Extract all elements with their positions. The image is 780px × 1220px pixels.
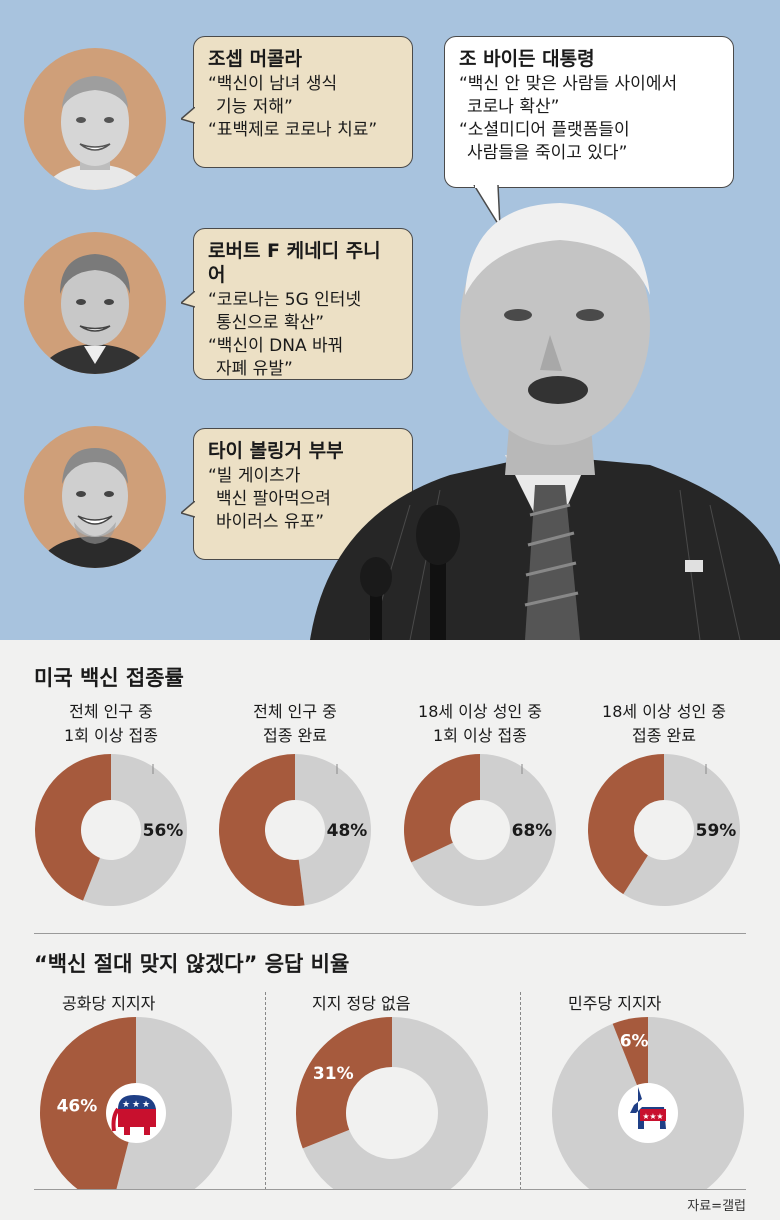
- party-label-independent: 지지 정당 없음: [312, 994, 411, 1013]
- bottom-divider: [34, 1189, 746, 1190]
- donut-segment-remainder: [116, 1017, 232, 1190]
- donut-segment-remainder: [404, 754, 480, 863]
- section-divider: [34, 933, 746, 934]
- svg-text:★: ★: [142, 1100, 150, 1110]
- portrait-robert-kennedy: [24, 232, 166, 374]
- quote-line: “표백제로 코로나 치료”: [208, 120, 378, 140]
- donut-segment-value: [40, 1017, 136, 1190]
- quote-line: “빌 게이츠가: [208, 466, 301, 486]
- label-line: 18세 이상 성인 중: [602, 702, 726, 721]
- democrat-donkey-icon: ★ ★ ★: [630, 1087, 666, 1129]
- donut-segment-remainder: [35, 754, 111, 901]
- quote-line: 자폐 유발”: [216, 359, 293, 379]
- quote-line: “코로나는 5G 인터넷: [208, 290, 362, 310]
- svg-text:★: ★: [649, 1112, 656, 1121]
- refusal-title: “백신 절대 맞지 않겠다” 응답 비율: [34, 952, 350, 976]
- illustration-panel: 조셉 머콜라 “백신이 남녀 생식 기능 저해” “표백제로 코로나 치료” 로…: [0, 0, 780, 640]
- vaccination-label: 18세 이상 성인 중 접종 완료: [574, 700, 754, 748]
- refusal-donut-charts: 46%31%6%★ ★ ★★ ★ ★: [40, 1017, 744, 1190]
- vaccination-donut-charts: 56% 48% 68% 59%: [35, 754, 741, 906]
- donut-segment-remainder: [218, 754, 305, 906]
- donut-value-label: 68%: [512, 821, 553, 841]
- donut-segment-value: [296, 1017, 392, 1149]
- quote-line: “백신이 DNA 바꿔: [208, 336, 344, 356]
- vaccination-title: 미국 백신 접종률: [34, 666, 184, 690]
- quote-line: 사람들을 죽이고 있다”: [467, 143, 628, 163]
- donut-value-label: 6%: [620, 1031, 649, 1051]
- source-note: 자료=갤럽: [687, 1199, 746, 1214]
- republican-elephant-icon: ★ ★ ★: [111, 1095, 156, 1135]
- label-line: 전체 인구 중: [69, 702, 153, 721]
- quote-bubble-biden: 조 바이든 대통령 “백신 안 맞은 사람들 사이에서 코로나 확산” “소셜미…: [444, 36, 734, 188]
- quote-line: 바이러스 유포”: [216, 512, 325, 532]
- svg-text:★: ★: [642, 1112, 649, 1121]
- column-divider: [520, 992, 521, 1190]
- svg-text:★: ★: [122, 1100, 130, 1110]
- vaccination-label: 전체 인구 중 1회 이상 접종: [21, 700, 201, 748]
- quote-line: “백신이 남녀 생식: [208, 74, 338, 94]
- donut-segment-value: [295, 754, 371, 906]
- donut-segment-remainder: [302, 1017, 488, 1190]
- donut-segment-remainder: [552, 1017, 744, 1190]
- label-line: 전체 인구 중: [253, 702, 337, 721]
- label-line: 접종 완료: [632, 726, 696, 745]
- quote-line: 백신 팔아먹으려: [216, 489, 331, 509]
- party-label-democrat: 민주당 지지자: [568, 994, 662, 1013]
- quote-bubble-bollinger: 타이 볼링거 부부 “빌 게이츠가 백신 팔아먹으려 바이러스 유포”: [181, 428, 413, 560]
- label-line: 1회 이상 접종: [433, 726, 527, 745]
- label-line: 1회 이상 접종: [64, 726, 158, 745]
- vaccination-label: 18세 이상 성인 중 1회 이상 접종: [390, 700, 570, 748]
- quote-line: 코로나 확산”: [467, 97, 560, 117]
- column-divider: [265, 992, 266, 1190]
- donut-value-label: 59%: [696, 821, 737, 841]
- charts-panel: 미국 백신 접종률 전체 인구 중 1회 이상 접종 전체 인구 중 접종 완료…: [0, 640, 780, 1220]
- donut-value-label: 56%: [143, 821, 184, 841]
- label-line: 접종 완료: [263, 726, 327, 745]
- speaker-name: 조 바이든 대통령: [459, 48, 595, 70]
- portrait-ty-bollinger: [24, 426, 166, 568]
- quote-line: “소셜미디어 플랫폼들이: [459, 120, 630, 140]
- vaccination-label: 전체 인구 중 접종 완료: [205, 700, 385, 748]
- donut-value-label: 48%: [327, 821, 368, 841]
- quote-bubble-mercola: 조셉 머콜라 “백신이 남녀 생식 기능 저해” “표백제로 코로나 치료”: [181, 36, 413, 168]
- party-label-republican: 공화당 지지자: [62, 994, 156, 1013]
- svg-text:★: ★: [132, 1100, 140, 1110]
- donut-segment-value: [411, 754, 557, 906]
- speaker-name: 로버트 F 케네디 주니어: [208, 240, 381, 286]
- donut-value-label: 31%: [313, 1064, 354, 1084]
- donut-segment-remainder: [588, 754, 664, 895]
- speaker-name: 조셉 머콜라: [208, 48, 303, 70]
- speaker-name: 타이 볼링거 부부: [208, 440, 344, 462]
- svg-text:★: ★: [656, 1112, 663, 1121]
- quote-line: 통신으로 확산”: [216, 313, 325, 333]
- portrait-joseph-mercola: [24, 48, 166, 190]
- quote-bubble-kennedy: 로버트 F 케네디 주니어 “코로나는 5G 인터넷 통신으로 확산” “백신이…: [181, 228, 413, 380]
- donut-segment-value: [83, 754, 188, 906]
- biden-photo: [310, 203, 780, 640]
- donut-segment-value: [623, 754, 741, 906]
- quote-line: 기능 저해”: [216, 97, 293, 117]
- quote-line: “백신 안 맞은 사람들 사이에서: [459, 74, 678, 94]
- label-line: 18세 이상 성인 중: [418, 702, 542, 721]
- donut-value-label: 46%: [57, 1097, 98, 1117]
